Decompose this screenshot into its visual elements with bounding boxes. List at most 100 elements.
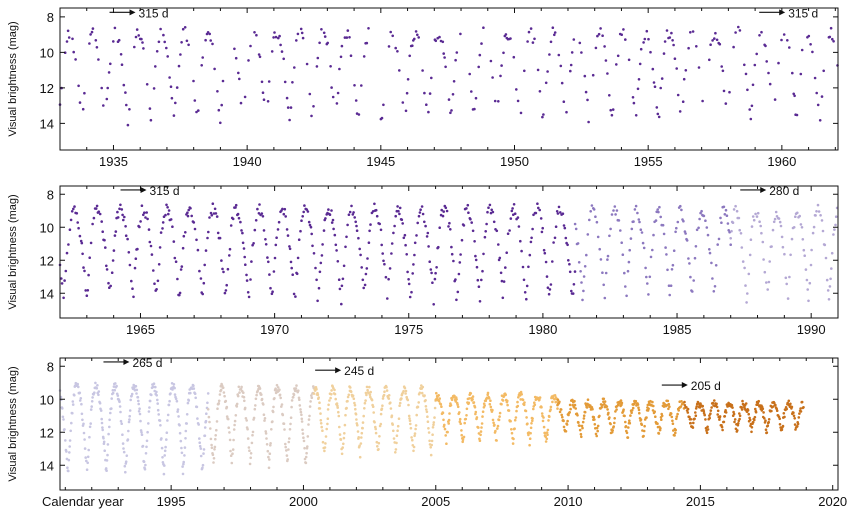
- data-point: [578, 424, 581, 428]
- data-point: [449, 228, 452, 231]
- data-point: [277, 36, 280, 40]
- data-point: [722, 205, 726, 209]
- data-point: [751, 215, 755, 218]
- data-point: [195, 110, 198, 114]
- data-point: [591, 407, 594, 411]
- data-point: [72, 207, 75, 211]
- data-point: [480, 42, 483, 45]
- data-point: [456, 405, 460, 409]
- data-point: [528, 253, 532, 257]
- data-point: [365, 393, 368, 397]
- data-point: [392, 231, 395, 235]
- data-point: [805, 278, 809, 282]
- data-point: [559, 64, 563, 68]
- data-point: [573, 399, 576, 403]
- data-point: [95, 46, 99, 49]
- data-point: [346, 223, 349, 227]
- data-point: [78, 399, 82, 402]
- data-point: [746, 88, 749, 92]
- data-point: [796, 211, 799, 215]
- data-point: [584, 90, 588, 94]
- data-point: [403, 386, 407, 390]
- data-point: [346, 399, 349, 403]
- data-point: [165, 438, 168, 441]
- data-point: [442, 418, 445, 422]
- data-point: [291, 273, 295, 277]
- data-point: [120, 208, 124, 211]
- data-point: [396, 424, 400, 428]
- data-point: [695, 228, 699, 232]
- data-point: [675, 67, 678, 70]
- data-point: [348, 36, 351, 39]
- data-point: [126, 438, 130, 441]
- data-point: [206, 401, 209, 405]
- data-point: [456, 403, 459, 406]
- data-point: [639, 228, 643, 231]
- data-point: [95, 387, 99, 390]
- data-point: [383, 262, 386, 266]
- data-point: [255, 33, 258, 37]
- data-point: [100, 86, 103, 90]
- data-point: [412, 449, 415, 453]
- data-point: [64, 439, 67, 442]
- data-point: [140, 431, 143, 434]
- data-point: [579, 270, 582, 273]
- data-point: [393, 224, 396, 228]
- data-point: [396, 429, 399, 433]
- data-point: [357, 113, 361, 116]
- data-point: [755, 52, 758, 56]
- y-tick-label: 8: [47, 359, 54, 374]
- data-point: [138, 225, 141, 229]
- data-point: [620, 401, 624, 405]
- data-point: [455, 398, 458, 401]
- data-point: [562, 419, 565, 423]
- data-point: [166, 55, 169, 58]
- data-point: [208, 420, 211, 424]
- data-point: [312, 252, 316, 255]
- data-point: [435, 266, 438, 269]
- data-point: [214, 434, 217, 437]
- data-point: [60, 282, 64, 285]
- data-point: [787, 399, 791, 403]
- data-point: [125, 454, 129, 458]
- data-point: [340, 302, 343, 306]
- data-point: [418, 211, 422, 214]
- data-point: [460, 429, 463, 432]
- data-point: [792, 226, 796, 229]
- data-point: [720, 425, 724, 429]
- data-point: [501, 399, 505, 402]
- data-point: [481, 415, 484, 418]
- data-point: [458, 420, 462, 424]
- data-point: [541, 226, 544, 230]
- data-point: [68, 445, 71, 448]
- data-point: [213, 448, 216, 451]
- data-point: [97, 58, 100, 61]
- data-point: [137, 402, 140, 406]
- data-point: [229, 449, 232, 453]
- data-point: [317, 396, 321, 399]
- data-point: [89, 408, 93, 411]
- data-point: [462, 224, 466, 227]
- data-point: [501, 296, 505, 300]
- y-axis-label: Visual brightness (mag): [7, 366, 19, 481]
- data-point: [295, 384, 298, 387]
- data-point: [737, 216, 741, 220]
- data-point: [83, 438, 86, 441]
- data-point: [564, 430, 568, 433]
- data-point: [761, 240, 765, 244]
- data-point: [67, 36, 71, 39]
- data-point: [78, 101, 82, 104]
- data-point: [207, 415, 211, 419]
- data-point: [433, 406, 437, 410]
- data-point: [764, 44, 767, 48]
- data-point: [217, 402, 221, 405]
- data-point: [385, 385, 388, 389]
- data-point: [649, 50, 652, 54]
- data-point: [71, 37, 74, 41]
- data-point: [86, 289, 90, 292]
- data-point: [384, 275, 388, 279]
- data-point: [565, 423, 569, 426]
- data-point: [706, 428, 710, 431]
- data-point: [361, 426, 364, 430]
- data-point: [709, 43, 712, 46]
